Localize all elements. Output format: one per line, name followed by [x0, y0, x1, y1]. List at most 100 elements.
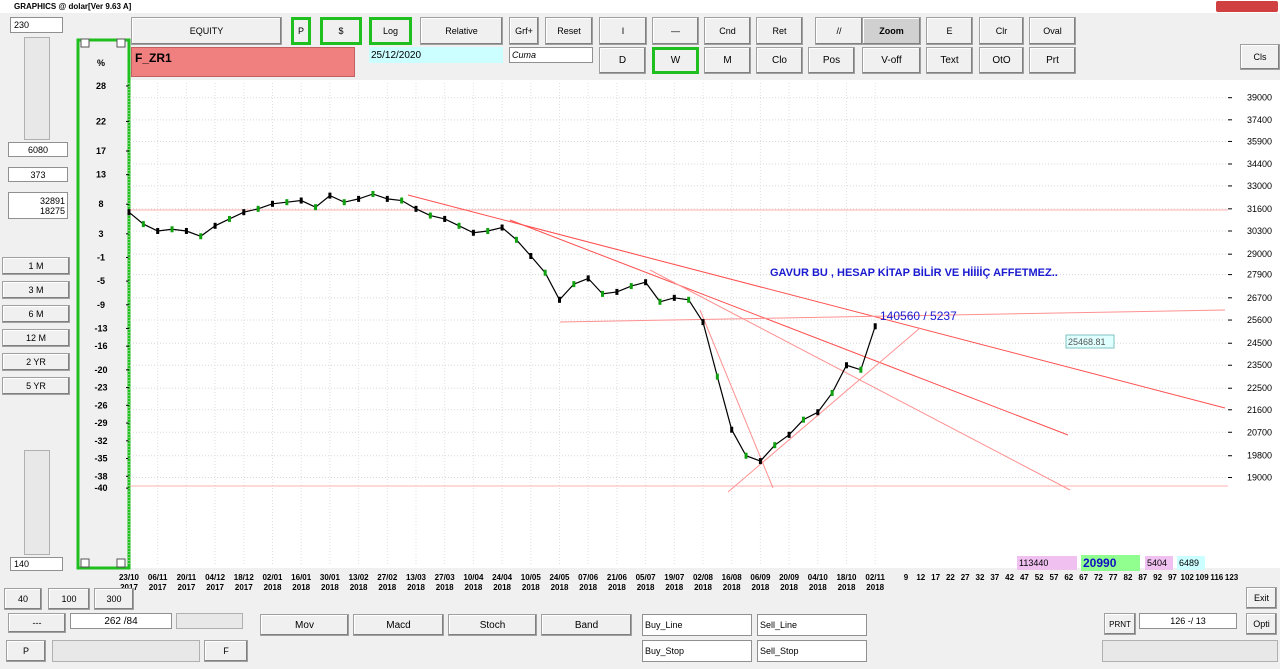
toolbar-btn[interactable]: EQUITY [131, 17, 282, 45]
checkbox[interactable] [116, 38, 126, 48]
x-tick-label: 04/10 [808, 573, 829, 582]
indicator-btn[interactable]: Mov [260, 614, 349, 636]
f-btn[interactable]: F [204, 640, 248, 662]
period-btn[interactable]: 1 M [2, 257, 70, 275]
y-tick-label: 39000 [1247, 93, 1272, 103]
y-tick-label: 35900 [1247, 136, 1272, 146]
stop-check[interactable]: Sell_Line [757, 614, 867, 636]
y-tick-label: 33000 [1247, 181, 1272, 191]
checkbox[interactable] [116, 558, 126, 568]
x-tick-label: 116 [1210, 573, 1223, 582]
toolbar-btn[interactable]: Log [369, 17, 412, 45]
price-point [658, 298, 662, 305]
scrollbar[interactable] [24, 37, 50, 140]
toolbar-btn[interactable]: Grf+ [509, 17, 539, 45]
window-controls[interactable] [1216, 1, 1278, 12]
x-tick-label: 2018 [608, 583, 626, 592]
toolbar-btn[interactable]: Cnd [704, 17, 751, 45]
annotation: GAVUR BU , HESAP KİTAP BİLİR VE HİİİİÇ A… [770, 266, 1058, 279]
y2-tick-label: -26 [94, 400, 107, 410]
toolbar-btn[interactable]: E [926, 17, 973, 45]
indicator-btn[interactable]: Macd [353, 614, 444, 636]
period-btn[interactable]: 12 M [2, 329, 70, 347]
y-tick-label: 30300 [1247, 226, 1272, 236]
toolbar-btn[interactable]: Oval [1029, 17, 1076, 45]
x-tick-label: 2018 [838, 583, 856, 592]
y-tick-label: 24500 [1247, 338, 1272, 348]
scrollbar[interactable] [176, 613, 243, 629]
toolbar-btn[interactable]: OtO [979, 47, 1024, 74]
toolbar-btn[interactable]: Pos [808, 47, 855, 74]
y-tick-label: 21600 [1247, 405, 1272, 415]
toolbar-btn[interactable]: D [599, 47, 646, 74]
x-tick-label: 2017 [235, 583, 253, 592]
toolbar-btn[interactable]: Text [926, 47, 973, 74]
zoom-btn[interactable]: 40 [4, 588, 42, 610]
stop-check[interactable]: Buy_Stop [642, 640, 752, 662]
field2: 262 /84 [70, 613, 172, 629]
toolbar-btn[interactable]: Clo [756, 47, 803, 74]
toolbar-btn[interactable]: Ret [756, 17, 803, 45]
period-btn[interactable]: 6 M [2, 305, 70, 323]
toolbar-btn[interactable]: Relative [420, 17, 503, 45]
price-point [758, 458, 762, 465]
x-tick-label: 02/01 [262, 573, 283, 582]
toolbar-btn[interactable]: Prt [1029, 47, 1076, 74]
price-point [227, 215, 231, 222]
x-tick-label: 2018 [809, 583, 827, 592]
scrollbar[interactable] [1102, 640, 1278, 662]
y2-tick-label: -20 [94, 365, 107, 375]
y2-tick-label: -35 [94, 454, 107, 464]
checkbox[interactable] [80, 558, 90, 568]
toolbar-btn[interactable]: W [652, 47, 699, 74]
toolbar-btn[interactable]: V-off [862, 47, 921, 74]
p-btn[interactable]: P [6, 640, 46, 662]
indicator-btn[interactable]: Band [541, 614, 632, 636]
toolbar-btn[interactable]: I [599, 17, 647, 45]
price-point [299, 197, 303, 204]
price-point [644, 279, 648, 286]
price-point [701, 319, 705, 326]
x-tick-label: 87 [1138, 573, 1147, 582]
opti-btn[interactable]: Opti [1246, 613, 1277, 635]
y-tick-label: 29000 [1247, 249, 1272, 259]
x-tick-label: 52 [1035, 573, 1044, 582]
x-tick-label: 2018 [378, 583, 396, 592]
x-tick-label: 42 [1005, 573, 1014, 582]
toolbar-btn[interactable]: Reset [545, 17, 593, 45]
toolbar-btn[interactable]: $ [320, 17, 362, 45]
indicator-btn[interactable]: Stoch [448, 614, 537, 636]
x-tick-label: 2018 [292, 583, 310, 592]
toolbar-btn[interactable]: Zoom [862, 17, 921, 45]
trend-lines [130, 194, 1228, 493]
price-point [414, 205, 418, 212]
box3: 32891 18275 [8, 192, 68, 219]
trend-line [559, 309, 1226, 323]
y-tick-label: 19000 [1247, 473, 1272, 483]
stop-check[interactable]: Sell_Stop [757, 640, 867, 662]
period-btn[interactable]: 2 YR [2, 353, 70, 371]
prnt-btn[interactable]: PRNT [1104, 613, 1136, 635]
scrollbar[interactable] [24, 450, 50, 555]
toolbar-btn[interactable]: P [291, 17, 311, 45]
cls-btn[interactable]: Cls [1240, 44, 1280, 70]
toolbar-btn[interactable]: Clr [979, 17, 1024, 45]
x-tick-label: 2018 [780, 583, 798, 592]
stop-check[interactable]: Buy_Line [642, 614, 752, 636]
exit-btn[interactable]: Exit [1246, 587, 1277, 609]
toolbar-btn[interactable]: M [704, 47, 751, 74]
y2-tick-label: 22 [96, 116, 106, 126]
period-btn[interactable]: 3 M [2, 281, 70, 299]
price-point [500, 224, 504, 231]
period-btn[interactable]: 5 YR [2, 377, 70, 395]
zoom-btn[interactable]: 100 [48, 588, 90, 610]
x-tick-label: 07/06 [578, 573, 599, 582]
scrollbar[interactable] [52, 640, 200, 662]
checkbox[interactable] [80, 38, 90, 48]
toolbar-btn[interactable]: — [652, 17, 699, 45]
trend-line [509, 219, 1069, 436]
y2-tick-label: -29 [94, 418, 107, 428]
x-tick-label: 2018 [752, 583, 770, 592]
zoom-btn[interactable]: 300 [94, 588, 134, 610]
